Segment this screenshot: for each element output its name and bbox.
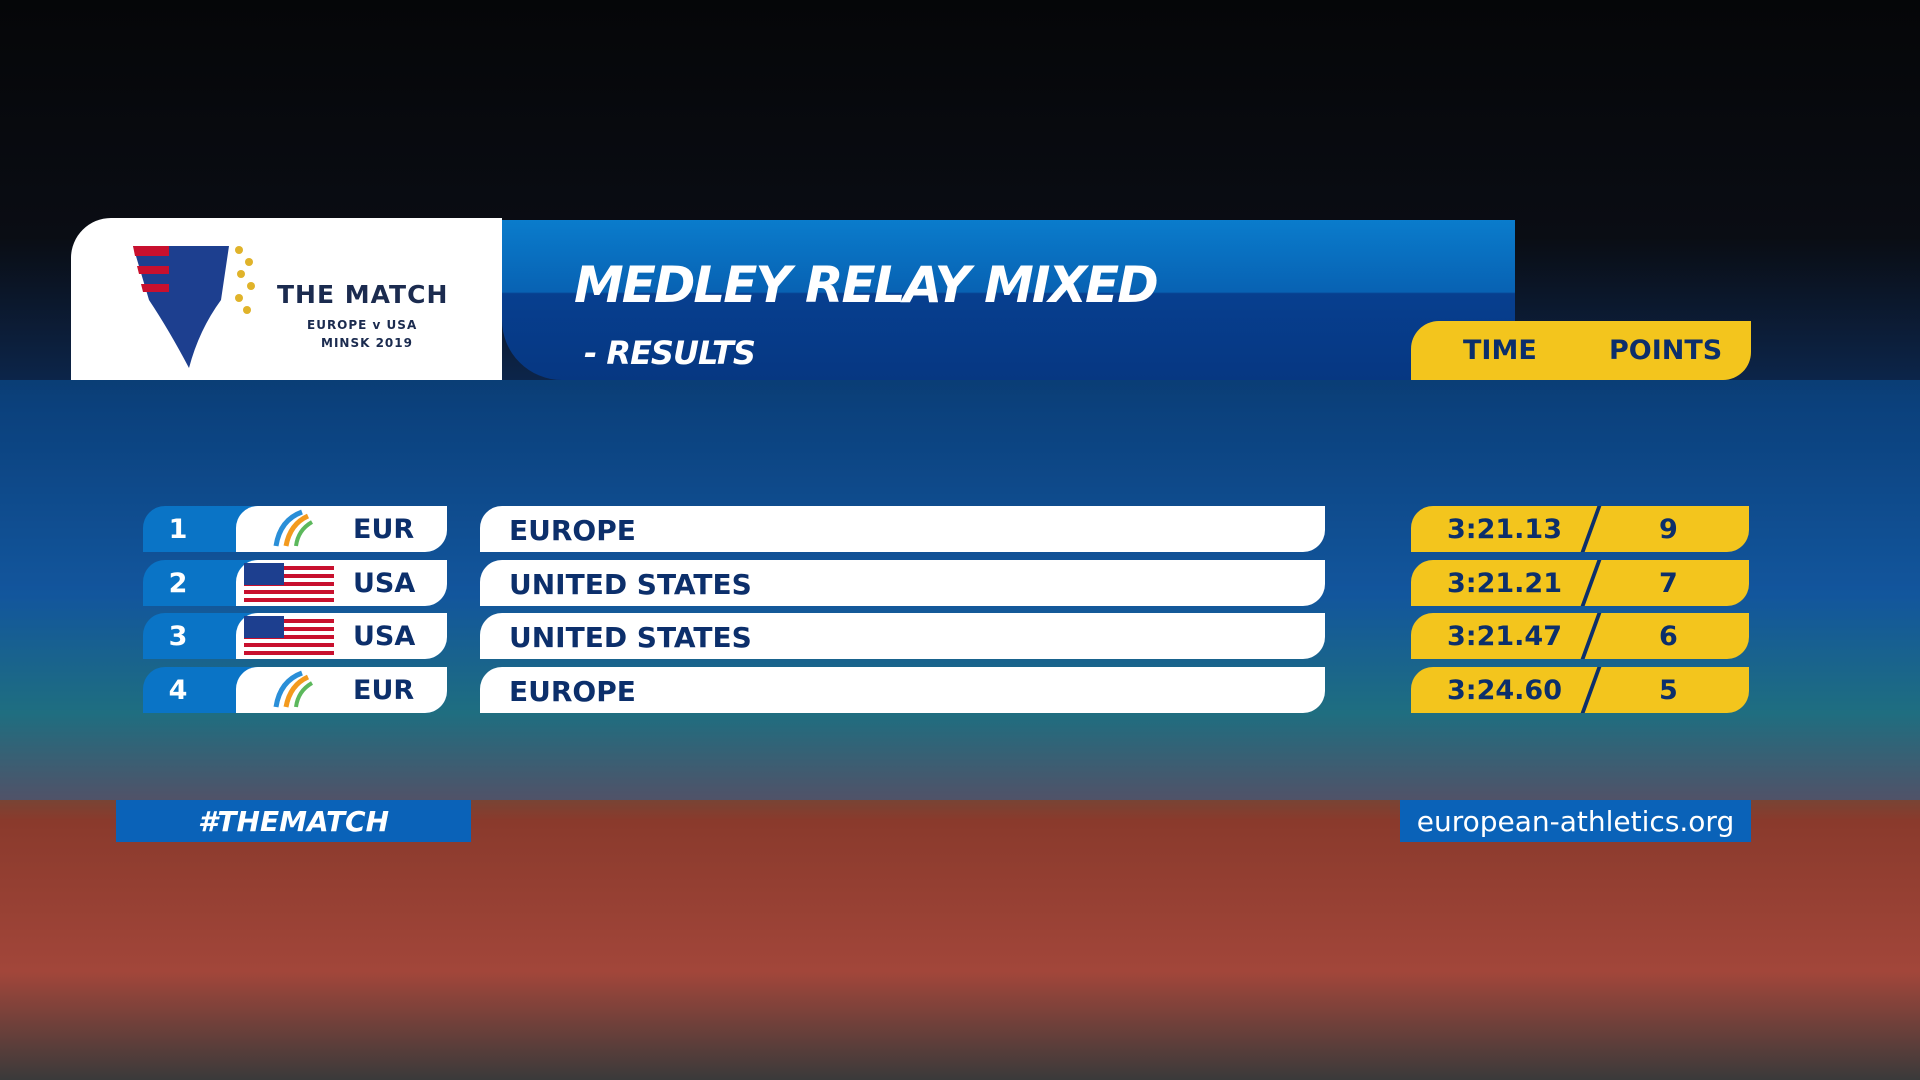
points: 6 <box>1659 621 1678 652</box>
hashtag: #THEMATCH <box>197 805 390 838</box>
result-box: 3:21.47 6 <box>1411 613 1749 659</box>
time: 3:21.47 <box>1447 621 1562 652</box>
points: 5 <box>1659 674 1678 706</box>
name-bar: EUROPE <box>480 506 1325 552</box>
divider <box>1580 506 1602 552</box>
name-bar: EUROPE <box>480 666 1325 713</box>
rank: 4 <box>168 674 188 706</box>
name-bar: UNITED STATES <box>480 613 1325 659</box>
team-box <box>236 559 447 606</box>
points: 9 <box>1659 514 1678 545</box>
logo-panel: THE MATCH EUROPE v USA MINSK 2019 <box>71 218 502 380</box>
result-box: 3:21.21 7 <box>1411 559 1749 606</box>
rank: 1 <box>168 514 188 545</box>
time: 3:24.60 <box>1447 674 1562 706</box>
divider <box>1580 666 1602 713</box>
hashtag-bar: #THEMATCH <box>116 800 471 842</box>
team-box <box>236 666 447 713</box>
team-name: EUROPE <box>509 514 636 547</box>
header-title: MEDLEY RELAY MIXED <box>574 256 1159 314</box>
logo-line: EUROPE v USA <box>307 318 418 332</box>
team-code: USA <box>353 621 416 652</box>
rank-box: 2 USA <box>143 559 447 606</box>
logo-title: THE MATCH <box>277 280 449 309</box>
website: european-athletics.org <box>1416 805 1735 838</box>
rank: 2 <box>168 567 188 599</box>
divider <box>1580 613 1602 659</box>
rank-box: 1 EUR <box>143 506 447 552</box>
team-code: EUR <box>353 514 415 545</box>
flag <box>236 560 340 610</box>
flag <box>236 506 340 556</box>
team-code: USA <box>353 567 416 599</box>
rank-box: 3 USA <box>143 613 447 659</box>
flag <box>236 613 340 663</box>
team-box <box>236 613 447 659</box>
logo-line: MINSK 2019 <box>321 336 413 350</box>
flag <box>236 667 340 717</box>
time: 3:21.13 <box>1447 514 1562 545</box>
logo-emblem <box>133 246 255 368</box>
time: 3:21.21 <box>1447 567 1562 599</box>
rank-box: 4 EUR <box>143 666 447 713</box>
result-box: 3:24.60 5 <box>1411 666 1749 713</box>
divider <box>1580 559 1602 606</box>
result-box: 3:21.13 9 <box>1411 506 1749 552</box>
team-box <box>236 506 447 552</box>
team-code: EUR <box>353 674 415 706</box>
rank: 3 <box>168 621 188 652</box>
team-name: EUROPE <box>509 674 636 708</box>
team-name: UNITED STATES <box>509 621 752 654</box>
points: 7 <box>1659 567 1678 599</box>
team-name: UNITED STATES <box>509 567 752 601</box>
column-headers: TIME POINTS <box>1411 321 1751 380</box>
website-bar: european-athletics.org <box>1400 800 1751 842</box>
column-header: POINTS <box>1609 335 1723 366</box>
header: MEDLEY RELAY MIXED - RESULTS <box>502 220 1515 380</box>
column-header: TIME <box>1463 335 1537 366</box>
header-subtitle: - RESULTS <box>584 334 756 372</box>
name-bar: UNITED STATES <box>480 559 1325 606</box>
